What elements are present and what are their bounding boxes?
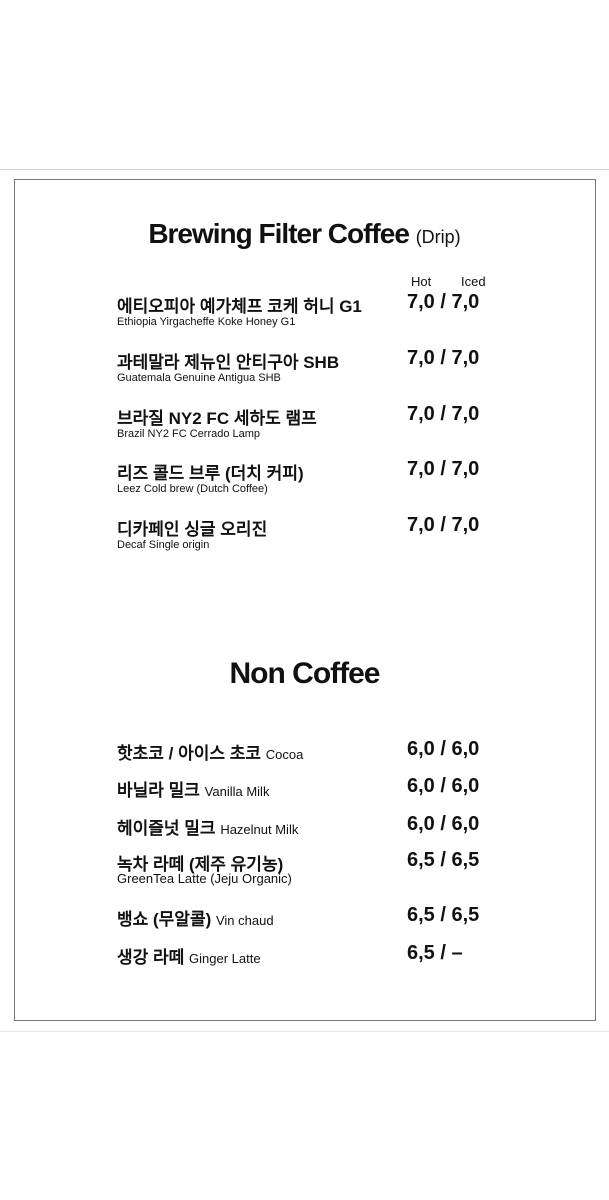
menu-item-price: 7,0 / 7,0 xyxy=(407,514,480,536)
menu-item-name: 과테말라 제뉴인 안티구아 SHB xyxy=(117,353,340,372)
menu-item-name: 헤이즐넛 밀크 Hazelnut Milk xyxy=(117,814,298,839)
menu-item-price: 6,0 / 6,0 xyxy=(407,775,480,797)
menu-item-price: 7,0 / 7,0 xyxy=(407,458,480,480)
menu-item-name: 생강 라떼 Ginger Latte xyxy=(117,943,261,968)
menu-item-name: 녹차 라떼 (제주 유기농) xyxy=(117,855,284,874)
non-coffee-section-title: Non Coffee xyxy=(229,657,381,690)
menu-item-korean: 바닐라 밀크 xyxy=(117,781,200,800)
menu-item-english: Leez Cold brew (Dutch Coffee) xyxy=(117,483,268,495)
col-iced: Iced xyxy=(461,274,486,289)
menu-frame xyxy=(14,179,596,1021)
menu-item-name: 바닐라 밀크 Vanilla Milk xyxy=(117,776,269,801)
menu-item-price: 6,5 / 6,5 xyxy=(407,904,480,926)
menu-item-korean: 생강 라떼 xyxy=(117,948,185,967)
menu-item-english: Vanilla Milk xyxy=(204,784,270,799)
menu-item-name: 핫초코 / 아이스 초코 Cocoa xyxy=(117,739,303,764)
menu-item-english: Ethiopia Yirgacheffe Koke Honey G1 xyxy=(117,316,296,328)
menu-item-name: 리즈 콜드 브루 (더치 커피) xyxy=(117,464,304,483)
menu-item-english: Hazelnut Milk xyxy=(220,822,299,837)
menu-item-price: 6,0 / 6,0 xyxy=(407,738,480,760)
menu-item-price: 7,0 / 7,0 xyxy=(407,291,480,313)
menu-item-name: 뱅쇼 (무알콜) Vin chaud xyxy=(117,905,274,930)
menu-item-name: 에티오피아 예가체프 코케 허니 G1 xyxy=(117,297,362,316)
menu-item-english: Ginger Latte xyxy=(189,951,261,966)
menu-item-english: GreenTea Latte (Jeju Organic) xyxy=(117,871,292,886)
coffee-section-title: Brewing Filter Coffee (Drip) xyxy=(0,218,609,250)
menu-item-price: 6,5 / 6,5 xyxy=(407,849,480,871)
menu-sheet xyxy=(0,169,609,1032)
menu-item-name: 브라질 NY2 FC 세하도 램프 xyxy=(117,409,317,428)
menu-item-price: 7,0 / 7,0 xyxy=(407,403,480,425)
col-hot: Hot xyxy=(411,274,432,289)
menu-item-price: 7,0 / 7,0 xyxy=(407,347,480,369)
menu-item-english: Vin chaud xyxy=(215,913,274,928)
menu-item-price: 6,5 / – xyxy=(407,942,463,964)
coffee-title-sub: (Drip) xyxy=(415,227,461,247)
menu-item-english: Decaf Single origin xyxy=(117,539,210,551)
menu-item-korean: 핫초코 / 아이스 초코 xyxy=(117,744,262,763)
menu-item-english: Brazil NY2 FC Cerrado Lamp xyxy=(117,428,261,440)
menu-item-english: Guatemala Genuine Antigua SHB xyxy=(117,372,281,384)
menu-item-korean: 헤이즐넛 밀크 xyxy=(117,819,216,838)
menu-item-name: 디카페인 싱글 오리진 xyxy=(117,520,268,539)
menu-item-korean: 뱅쇼 (무알콜) xyxy=(117,910,212,929)
menu-item-price: 6,0 / 6,0 xyxy=(407,813,480,835)
coffee-title-text: Brewing Filter Coffee xyxy=(148,218,410,249)
menu-item-english: Cocoa xyxy=(265,747,304,762)
